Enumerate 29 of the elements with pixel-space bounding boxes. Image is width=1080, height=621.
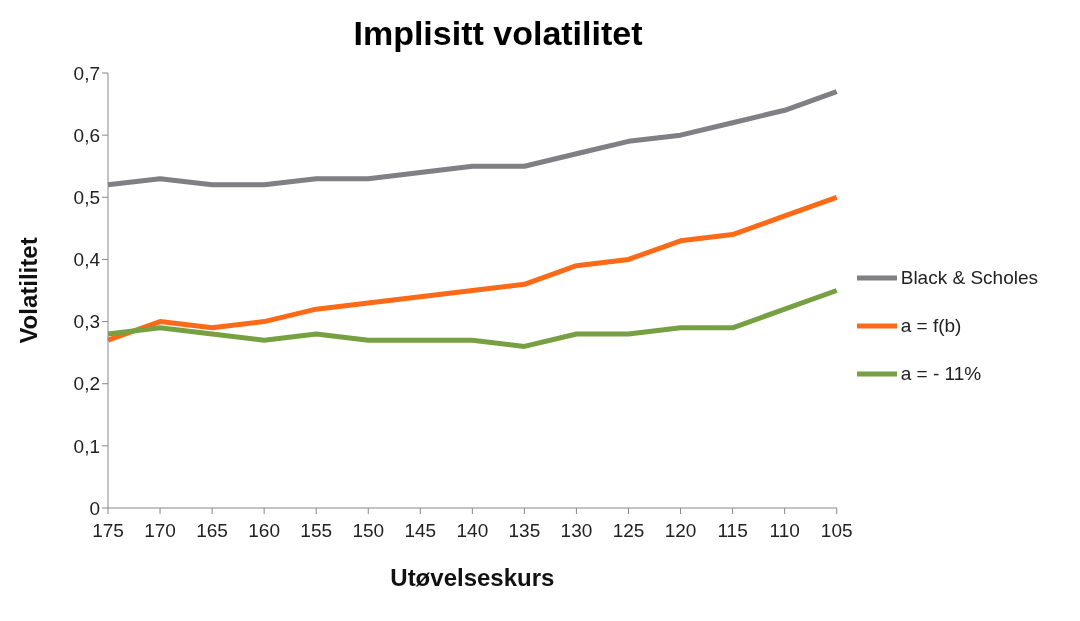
legend-label: Black & Scholes — [900, 266, 1038, 288]
x-tick-label: 145 — [404, 520, 437, 542]
x-tick-label: 155 — [300, 520, 333, 542]
x-tick-label: 165 — [196, 520, 228, 542]
x-tick-label: 175 — [92, 520, 124, 542]
x-tick-label: 115 — [717, 520, 748, 542]
x-tick-label: 135 — [508, 520, 541, 542]
x-tick-label: 110 — [769, 520, 800, 542]
x-tick-label: 125 — [612, 520, 645, 542]
y-tick-label: 0,7 — [73, 62, 100, 84]
x-tick-label: 105 — [820, 520, 853, 542]
x-tick-label: 130 — [560, 520, 593, 542]
y-tick-label: 0,5 — [73, 187, 100, 209]
x-tick-label: 150 — [352, 520, 385, 542]
y-tick-label: 0 — [89, 497, 100, 519]
x-axis-title: Utøvelseskurs — [390, 564, 555, 591]
y-tick-label: 0,1 — [73, 435, 100, 457]
legend-label: a = - 11% — [900, 362, 982, 384]
x-tick-label: 160 — [248, 520, 280, 542]
y-tick-label: 0,4 — [73, 249, 101, 271]
x-tick-label: 170 — [144, 520, 176, 542]
x-tick-label: 120 — [664, 520, 697, 542]
y-tick-label: 0,3 — [73, 311, 100, 333]
x-tick-label: 140 — [456, 520, 489, 542]
y-tick-label: 0,6 — [73, 124, 100, 146]
y-axis-title: Volatilitet — [14, 237, 42, 344]
legend-label: a = f(b) — [900, 314, 962, 336]
chart-title: Implisitt volatilitet — [352, 13, 644, 53]
y-tick-label: 0,2 — [73, 373, 100, 395]
